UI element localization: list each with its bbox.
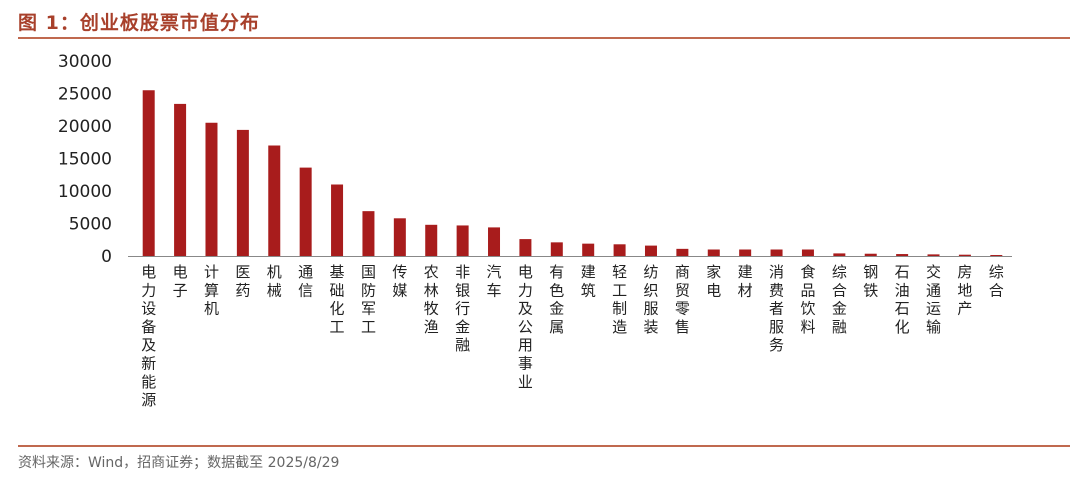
- category-label: 非银行金融: [455, 263, 470, 354]
- y-axis: 0 5000 10000 15000 20000 25000 30000: [58, 52, 112, 267]
- bar: [550, 242, 563, 256]
- category-label: 房地产: [957, 263, 972, 318]
- bar: [174, 103, 187, 257]
- category-label: 石油石化: [895, 263, 910, 336]
- category-label: 电子: [173, 263, 188, 299]
- y-tick-label: 5000: [69, 215, 112, 235]
- bar: [896, 254, 909, 256]
- bar: [268, 145, 281, 256]
- y-tick-label: 30000: [58, 52, 112, 72]
- bar: [739, 249, 752, 256]
- y-tick-label: 25000: [58, 85, 112, 105]
- chart-title: 图 1：创业板股票市值分布: [18, 12, 260, 34]
- bar: [362, 211, 375, 256]
- category-label: 基础化工: [330, 263, 345, 336]
- category-label: 汽车: [487, 263, 502, 299]
- bar: [801, 249, 814, 256]
- bar: [393, 218, 406, 256]
- category-label: 国防军工: [361, 263, 376, 336]
- category-label: 电力设备及新能源: [141, 263, 156, 409]
- category-label: 建筑: [581, 263, 596, 299]
- bar: [456, 225, 469, 256]
- category-label: 商贸零售: [675, 263, 690, 336]
- bar: [707, 249, 720, 256]
- bar: [488, 227, 501, 256]
- footer-divider: [18, 445, 1070, 447]
- y-tick-label: 15000: [58, 150, 112, 170]
- category-label: 通信: [298, 263, 313, 299]
- bar: [142, 90, 155, 256]
- bar: [425, 224, 438, 256]
- source-note: 资料来源：Wind，招商证券；数据截至 2025/8/29: [18, 455, 340, 471]
- bar: [958, 254, 971, 256]
- bar: [864, 253, 877, 256]
- y-tick-label: 0: [101, 247, 112, 267]
- y-tick-label: 10000: [58, 182, 112, 202]
- category-label: 消费者服务: [769, 263, 784, 354]
- bar: [582, 243, 595, 256]
- category-label: 食品饮料: [800, 263, 815, 336]
- category-label: 传媒: [392, 263, 407, 299]
- bar: [927, 254, 940, 256]
- category-label: 农林牧渔: [424, 263, 439, 336]
- category-label: 计算机: [204, 263, 219, 318]
- bar: [770, 249, 783, 256]
- category-label: 纺织服装: [643, 263, 658, 336]
- category-label: 家电: [706, 263, 721, 299]
- bar: [676, 248, 689, 256]
- bar: [236, 129, 249, 256]
- bars: [142, 90, 1003, 257]
- category-label: 建材: [738, 263, 753, 299]
- bar: [644, 245, 657, 256]
- category-label: 综合金融: [832, 263, 847, 336]
- category-label: 机械: [267, 263, 282, 299]
- bar: [519, 239, 532, 256]
- category-label: 医药: [235, 263, 250, 299]
- category-label: 综合: [989, 263, 1004, 299]
- bar: [299, 167, 312, 256]
- category-label: 交通运输: [926, 263, 941, 336]
- bar: [833, 253, 846, 256]
- bar: [205, 122, 218, 256]
- bar: [990, 255, 1003, 257]
- y-tick-label: 20000: [58, 117, 112, 137]
- title-divider: [18, 37, 1070, 39]
- category-label: 电力及公用事业: [518, 263, 533, 391]
- category-label: 有色金属: [549, 263, 564, 336]
- bar: [331, 184, 344, 256]
- category-label: 钢铁: [863, 263, 878, 299]
- category-label: 轻工制造: [612, 263, 627, 336]
- bar: [613, 244, 626, 256]
